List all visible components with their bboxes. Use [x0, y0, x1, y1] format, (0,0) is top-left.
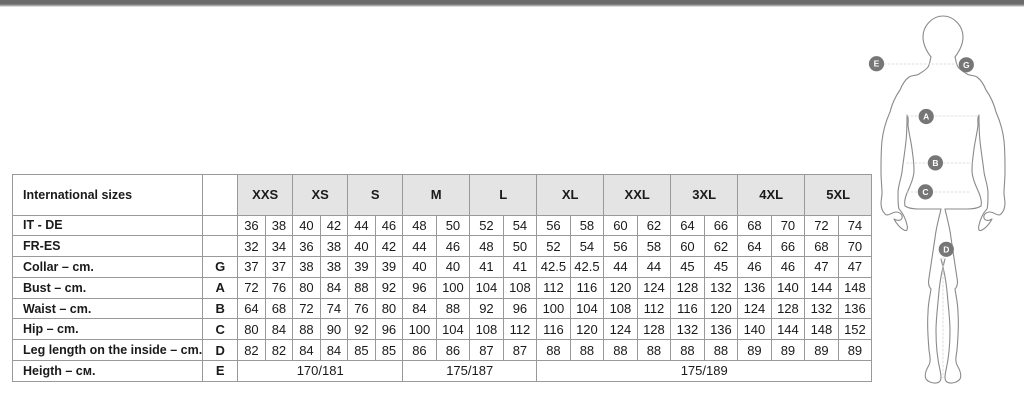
svg-text:A: A — [923, 112, 929, 122]
svg-text:D: D — [943, 244, 949, 254]
svg-text:G: G — [963, 60, 970, 70]
svg-text:B: B — [932, 158, 938, 168]
svg-text:E: E — [874, 59, 880, 69]
svg-text:C: C — [922, 187, 928, 197]
